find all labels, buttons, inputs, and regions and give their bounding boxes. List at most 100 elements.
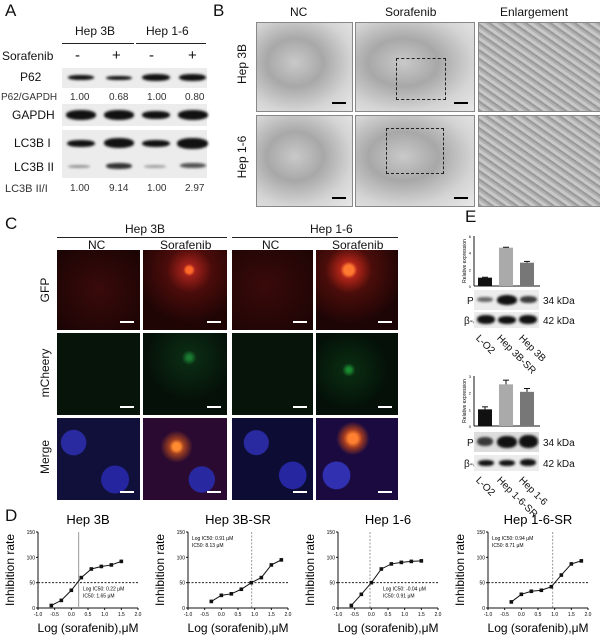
scale-bar [293, 321, 307, 323]
ic50-annotation: IC50: 1.65 μM [83, 593, 115, 599]
data-point [579, 559, 584, 563]
x-tick-label: 2.0 [435, 612, 442, 618]
lc3b-blot [62, 130, 208, 178]
column-label: NC [262, 238, 280, 252]
fluorescence-image-mcherry-3 [316, 333, 398, 415]
row-label-gapdh: GAPDH [12, 108, 55, 122]
group-label: Hep 3B [75, 24, 116, 38]
x-tick-label: 0.0 [368, 612, 375, 618]
data-point [559, 573, 564, 577]
ic50-annotation: IC50: 8.71 μM [492, 543, 524, 549]
bar-Hep 1-6-SR [499, 384, 513, 426]
ppt1-blot-upper [474, 290, 539, 310]
y-tick-label: 100 [177, 555, 186, 561]
ratio-value: 2.97 [185, 183, 205, 194]
row-label-lc3b-i: LC3B I [14, 136, 51, 150]
actin-blot-lower [474, 455, 539, 471]
column-label: NC [290, 5, 308, 19]
data-point [509, 600, 514, 604]
gapdh-blot [62, 104, 208, 126]
actin-blot-upper [474, 312, 539, 328]
chart-title: Hep 3B [66, 512, 109, 527]
y-axis-label: Inhibition rate [453, 534, 467, 606]
scale-bar [293, 491, 307, 493]
fluorescence-image-gfp-1 [143, 250, 227, 330]
ratio-value: 1.00 [147, 92, 167, 103]
x-axis-label: Log (sorafenib),μM [488, 621, 589, 635]
dose-response-chart: Hep 1-6 Inhibition rate Log (sorafenib),μM… [300, 508, 450, 636]
bar-L-O2 [478, 277, 492, 286]
scale-bar [120, 321, 134, 323]
x-tick-label: 1.5 [568, 612, 575, 618]
em-image-hep16-sorafenib [355, 115, 475, 207]
ratio-value: 0.68 [109, 92, 129, 103]
column-label: Sorafenib [160, 238, 212, 252]
fluorescence-image-mcherry-2 [232, 333, 313, 415]
fluorescence-image-gfp-0 [57, 250, 140, 330]
x-tick-label: 0.5 [85, 612, 92, 618]
lane-label: L-O2 [473, 475, 497, 499]
em-image-hep3b-enlargement [478, 22, 600, 112]
y-tick-label: 0 [32, 606, 35, 612]
y-axis-label: Relative expression [462, 379, 468, 423]
y-tick-label: 150 [177, 530, 186, 536]
data-point [119, 559, 124, 564]
data-point [269, 563, 274, 567]
data-point [349, 603, 354, 608]
treatment-label: Sorafenib [2, 49, 54, 63]
kda-label: 42 kDa [543, 459, 575, 470]
x-tick-label: 0.5 [385, 612, 392, 618]
x-tick-label: 0.0 [68, 612, 75, 618]
data-point [89, 567, 94, 571]
x-tick-label: 2.0 [135, 612, 142, 618]
y-tick-label: 6 [469, 234, 472, 239]
row-label-p62-ratio: P62/GAPDH [1, 92, 58, 103]
panel-label-c: C [5, 214, 18, 233]
ppt1-blot-lower [474, 432, 539, 452]
x-tick-label: -1.0 [334, 612, 343, 618]
y-tick-label: 2 [469, 391, 472, 396]
data-point [569, 562, 574, 566]
x-tick-label: 0.5 [535, 612, 542, 618]
fluorescence-image-gfp-2 [232, 250, 313, 330]
y-axis-label: Inhibition rate [153, 534, 167, 606]
em-image-hep16-enlargement [478, 115, 600, 207]
y-tick-label: 4 [469, 251, 472, 256]
scale-bar [207, 321, 221, 323]
y-axis-label: Inhibition rate [303, 534, 317, 606]
y-tick-label: 50 [29, 581, 35, 587]
x-tick-label: -1.0 [484, 612, 493, 618]
data-point [399, 560, 404, 565]
bar-L-O2 [478, 409, 492, 426]
ratio-value: 0.80 [185, 92, 205, 103]
scale-bar [378, 491, 392, 493]
treatment-sign: - [149, 47, 154, 64]
y-tick-label: 2 [469, 267, 472, 272]
y-tick-label: 0 [332, 606, 335, 612]
data-point [79, 575, 84, 580]
x-tick-label: 1.5 [118, 612, 125, 618]
lane-label: L-O2 [473, 333, 497, 357]
ratio-value: 1.00 [147, 183, 167, 194]
panel-label-e: E [465, 207, 477, 226]
data-point [59, 598, 64, 603]
x-tick-label: 1.0 [251, 612, 258, 618]
panel-label-a: A [5, 1, 17, 20]
chart-title: Hep 3B-SR [205, 512, 271, 527]
treatment-sign: + [112, 47, 121, 64]
dose-response-svg: Hep 3B Inhibition rate Log (sorafenib),μM 0… [3, 512, 142, 635]
y-tick-label: 0 [182, 606, 185, 612]
fluorescence-image-merge-3 [316, 418, 398, 500]
x-tick-label: -0.5 [350, 612, 359, 618]
bar-Hep 3B-SR [499, 247, 513, 286]
data-point [209, 599, 214, 604]
column-label: Enlargement [500, 5, 569, 19]
scale-bar [207, 491, 221, 493]
data-point [519, 592, 524, 597]
group-label: Hep 3B [125, 222, 166, 236]
y-tick-label: 50 [179, 581, 185, 587]
data-point [249, 580, 254, 585]
data-point [419, 559, 424, 563]
group-label: Hep 1-6 [310, 222, 353, 236]
bar-Hep 3B [520, 262, 534, 286]
